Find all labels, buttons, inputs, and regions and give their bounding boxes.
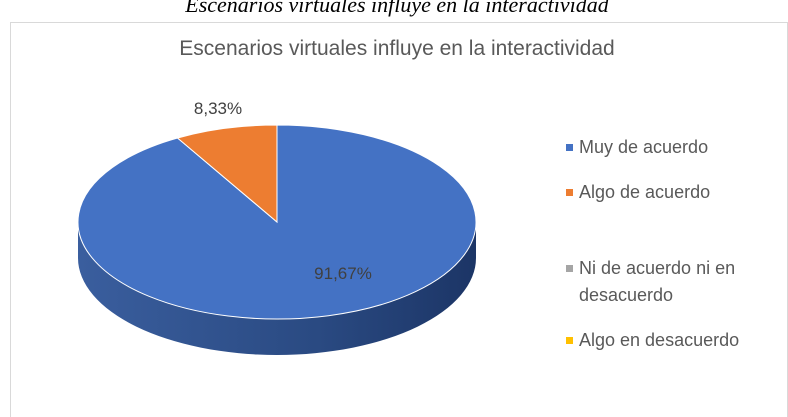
data-label: 8,33%	[194, 99, 242, 118]
legend-label: Muy de acuerdo	[579, 137, 709, 157]
legend-item: Muy de acuerdo	[566, 134, 756, 161]
data-label: 91,67%	[314, 264, 372, 283]
caption: Escenarios virtuales influye en la inter…	[184, 0, 609, 17]
chart-title: Escenarios virtuales influye en la inter…	[179, 37, 614, 60]
legend-label: Ni de acuerdo ni en desacuerdo	[579, 258, 736, 305]
pie-slice	[176, 124, 278, 224]
legend-label: Algo en desacuerdo	[579, 330, 740, 350]
pie	[77, 124, 477, 355]
pie-slice	[77, 124, 477, 320]
legend-item: Ni de acuerdo ni en desacuerdo	[566, 255, 756, 309]
legend-item: Algo de acuerdo	[566, 179, 756, 206]
legend-swatch	[566, 265, 573, 272]
legend-label: Algo de acuerdo	[579, 182, 711, 202]
legend-item: Algo en desacuerdo	[566, 327, 756, 354]
pie-side	[78, 222, 476, 355]
legend-swatch	[566, 144, 573, 151]
legend-swatch	[566, 189, 573, 196]
legend-swatch	[566, 337, 573, 344]
